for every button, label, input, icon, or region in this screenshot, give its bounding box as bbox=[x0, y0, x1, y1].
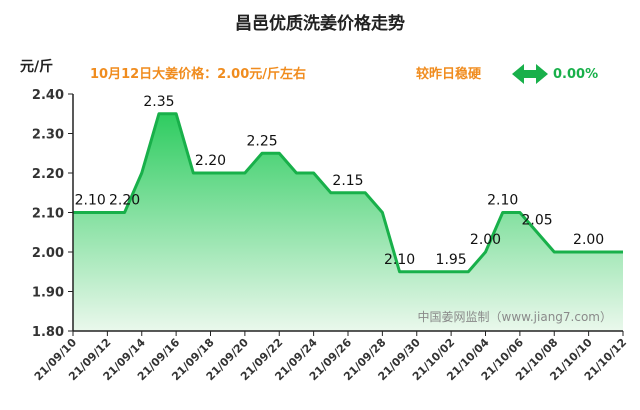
y-tick-label: 2.10 bbox=[32, 207, 64, 222]
data-label: 2.00 bbox=[573, 232, 604, 248]
data-label: 1.95 bbox=[436, 252, 467, 268]
series-line bbox=[73, 112, 623, 274]
left-right-arrow-icon bbox=[512, 64, 548, 84]
area-fill bbox=[73, 113, 623, 331]
y-tick-label: 1.80 bbox=[32, 325, 64, 340]
data-labels: 2.10 2.202.352.202.252.152.10 1.952.002.10… bbox=[75, 94, 605, 268]
change-value: 0.00% bbox=[553, 67, 598, 82]
data-label: 2.00 bbox=[470, 232, 501, 248]
y-tick-label: 2.20 bbox=[32, 167, 64, 182]
data-label: 2.10 bbox=[384, 252, 415, 268]
data-label: 2.05 bbox=[521, 212, 552, 228]
y-tick-label: 2.30 bbox=[32, 128, 64, 143]
y-tick-label: 2.40 bbox=[32, 88, 64, 103]
data-label: 2.25 bbox=[246, 133, 277, 149]
data-label: 2.10 bbox=[75, 193, 106, 209]
chart-title: 昌邑优质洗姜价格走势 bbox=[235, 13, 405, 34]
data-label: 2.15 bbox=[332, 173, 363, 189]
price-note: 10月12日大姜价格：2.00元/斤左右 bbox=[90, 66, 306, 82]
data-label: 2.20 bbox=[195, 153, 226, 169]
y-tick-label: 1.90 bbox=[32, 286, 64, 301]
y-tick-label: 2.00 bbox=[32, 246, 64, 261]
y-axis-label: 元/斤 bbox=[20, 58, 53, 75]
data-label: 2.20 bbox=[109, 193, 140, 209]
change-label: 较昨日稳硬 bbox=[416, 66, 482, 82]
area-layer bbox=[73, 112, 623, 331]
watermark: 中国姜网监制（www.jiang7.com） bbox=[418, 309, 612, 324]
data-label: 2.10 bbox=[487, 193, 518, 209]
data-label: 2.35 bbox=[143, 94, 174, 110]
